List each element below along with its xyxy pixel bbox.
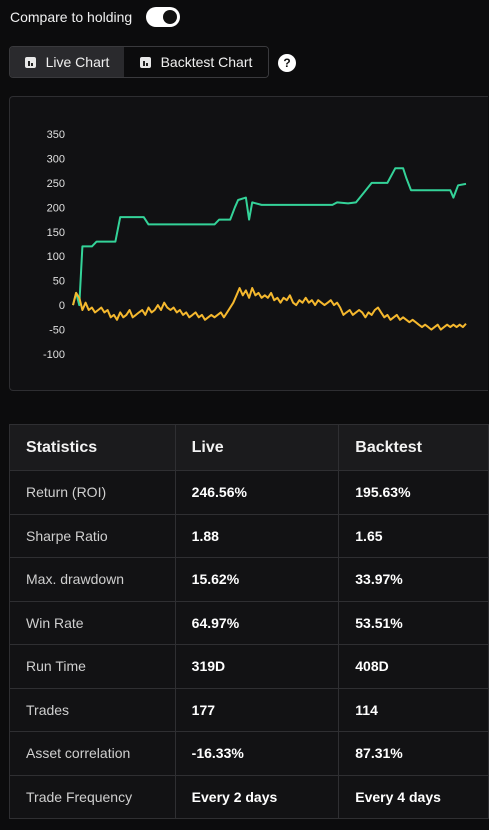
backtest-value: 114	[338, 687, 489, 732]
live-value: -16.33%	[174, 731, 340, 776]
row-label: Trade Frequency	[9, 774, 176, 819]
compare-toggle-row: Compare to holding	[10, 5, 132, 29]
table-row: Max. drawdown 15.62% 33.97%	[9, 557, 489, 602]
backtest-value: 87.31%	[338, 731, 489, 776]
help-icon[interactable]: ?	[278, 54, 296, 72]
backtest-value: 1.65	[338, 513, 489, 558]
header-live: Live	[174, 424, 340, 471]
backtest-value: 33.97%	[338, 557, 489, 602]
backtest-value: 53.51%	[338, 600, 489, 645]
header-backtest: Backtest	[338, 424, 489, 471]
tab-backtest-chart-label: Backtest Chart	[160, 54, 253, 70]
row-label: Asset correlation	[9, 731, 176, 776]
y-tick-label: 350	[47, 129, 65, 141]
y-tick-label: 250	[47, 178, 65, 190]
row-label: Return (ROI)	[9, 470, 176, 515]
row-label: Sharpe Ratio	[9, 513, 176, 558]
table-row: Trades 177 114	[9, 687, 489, 732]
y-tick-label: 50	[53, 276, 65, 288]
bar-chart-icon	[139, 56, 151, 68]
y-tick-label: 0	[59, 300, 65, 312]
live-value: 319D	[174, 644, 340, 689]
backtest-value: 195.63%	[338, 470, 489, 515]
y-tick-label: -50	[49, 325, 65, 337]
statistics-header-row: Statistics Live Backtest	[9, 424, 489, 471]
compare-toggle-switch[interactable]	[146, 7, 180, 27]
compare-toggle-label: Compare to holding	[10, 9, 133, 25]
backtest-value: Every 4 days	[338, 774, 489, 819]
y-tick-label: 300	[47, 153, 65, 165]
table-row: Run Time 319D 408D	[9, 644, 489, 689]
table-row: Return (ROI) 246.56% 195.63%	[9, 470, 489, 515]
live-value: Every 2 days	[174, 774, 340, 819]
row-label: Trades	[9, 687, 176, 732]
chart-panel: 350 300 250 200 150 100 50 0 -50 -100	[9, 96, 488, 391]
performance-chart: 350 300 250 200 150 100 50 0 -50 -100	[43, 129, 467, 361]
statistics-table: Statistics Live Backtest Return (ROI) 24…	[9, 424, 489, 819]
bar-chart-icon	[24, 56, 36, 68]
y-tick-label: 200	[47, 202, 65, 214]
table-row: Sharpe Ratio 1.88 1.65	[9, 513, 489, 558]
live-value: 64.97%	[174, 600, 340, 645]
live-value: 177	[174, 687, 340, 732]
holding-series-line	[72, 287, 467, 331]
y-tick-label: 150	[47, 227, 65, 239]
header-statistics: Statistics	[9, 424, 176, 471]
live-value: 15.62%	[174, 557, 340, 602]
y-tick-label: -100	[43, 349, 65, 361]
toggle-knob	[163, 10, 177, 24]
live-value: 246.56%	[174, 470, 340, 515]
tab-live-chart[interactable]: Live Chart	[10, 47, 124, 77]
row-label: Win Rate	[9, 600, 176, 645]
table-row: Win Rate 64.97% 53.51%	[9, 600, 489, 645]
table-row: Asset correlation -16.33% 87.31%	[9, 731, 489, 776]
row-label: Max. drawdown	[9, 557, 176, 602]
chart-tabs: Live Chart Backtest Chart	[9, 46, 269, 78]
tab-backtest-chart[interactable]: Backtest Chart	[124, 47, 268, 77]
strategy-series-line	[72, 167, 467, 307]
y-tick-label: 100	[47, 251, 65, 263]
tab-live-chart-label: Live Chart	[45, 54, 110, 70]
backtest-value: 408D	[338, 644, 489, 689]
table-row: Trade Frequency Every 2 days Every 4 day…	[9, 774, 489, 819]
row-label: Run Time	[9, 644, 176, 689]
live-value: 1.88	[174, 513, 340, 558]
